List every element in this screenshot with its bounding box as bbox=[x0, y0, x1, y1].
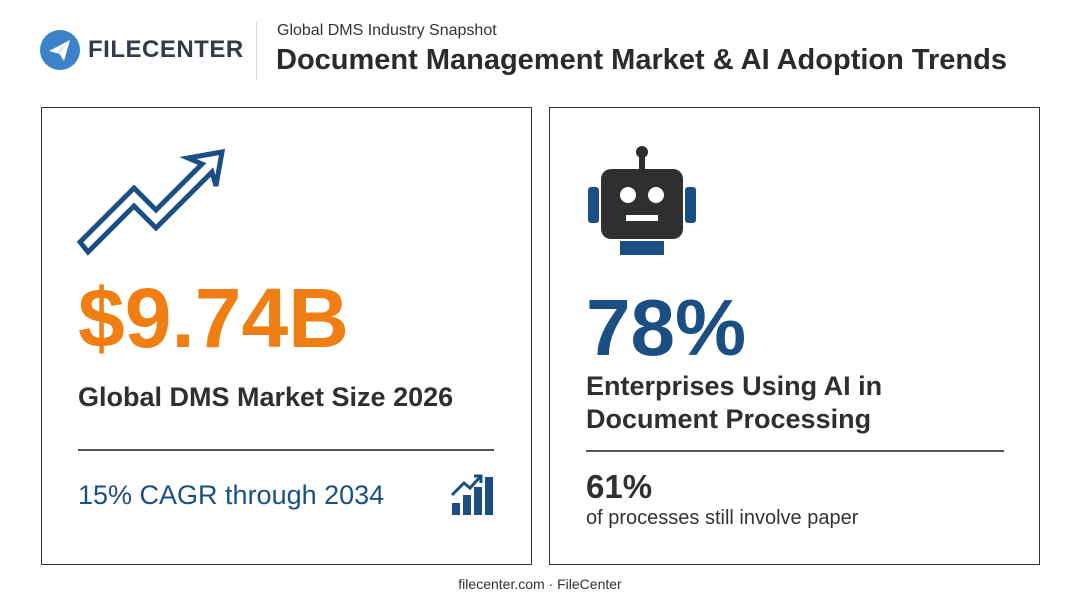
filecenter-logo[interactable]: FILECENTER bbox=[40, 30, 244, 70]
card-divider bbox=[586, 450, 1004, 452]
market-size-value: $9.74B bbox=[78, 271, 349, 365]
ai-adoption-value: 78% bbox=[586, 283, 747, 372]
market-size-card: $9.74B Global DMS Market Size 2026 15% C… bbox=[41, 107, 532, 565]
ai-adoption-label: Enterprises Using AI in Document Process… bbox=[586, 371, 883, 434]
header-divider bbox=[256, 22, 257, 80]
robot-icon bbox=[588, 146, 696, 255]
header: FILECENTER Global DMS Industry Snapshot … bbox=[0, 0, 1080, 100]
trend-arrow-icon bbox=[76, 148, 226, 256]
footer-source: filecenter.com · FileCenter bbox=[458, 576, 622, 592]
page-eyebrow: Global DMS Industry Snapshot bbox=[277, 22, 497, 39]
ai-adoption-card: 78% Enterprises Using AI in Document Pro… bbox=[549, 107, 1040, 565]
paper-processes-value: 61% bbox=[586, 468, 653, 505]
paper-processes-text: of processes still involve paper bbox=[586, 507, 859, 529]
card-divider bbox=[78, 449, 494, 451]
logo-text: FILECENTER bbox=[88, 36, 244, 63]
filecenter-logo-icon bbox=[40, 30, 80, 70]
bar-chart-icon bbox=[450, 474, 493, 515]
market-size-label: Global DMS Market Size 2026 bbox=[78, 382, 454, 412]
page-title: Document Management Market & AI Adoption… bbox=[276, 44, 1007, 76]
cagr-text: 15% CAGR through 2034 bbox=[78, 480, 385, 510]
